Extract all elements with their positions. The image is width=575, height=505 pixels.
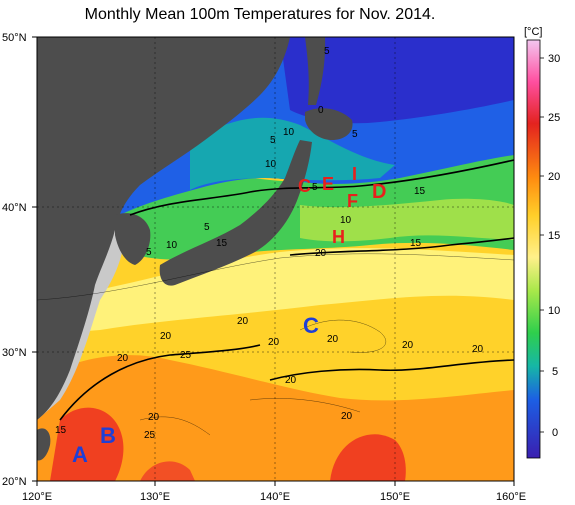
contour-label: 15	[410, 238, 422, 249]
contour-label: 10	[166, 240, 178, 251]
contour-label: 20	[117, 353, 129, 364]
contour-lines	[59, 159, 514, 421]
marker-e: E	[322, 174, 334, 194]
minor-contours	[37, 253, 514, 436]
lon-label: 160°E	[496, 491, 526, 503]
contour-label: 20	[237, 316, 249, 327]
marker-c: C	[303, 313, 319, 338]
marker-a: A	[72, 442, 88, 467]
land-japan	[159, 140, 312, 286]
colorbar-unit: [°C]	[524, 26, 542, 38]
contour-label: 20	[402, 340, 414, 351]
contour-label: 25	[180, 350, 192, 361]
contour-label-group: 0 5 10 5 10 5 10 5 15 10 5 15 5 15 20 20…	[55, 46, 484, 441]
contour-label: 5	[270, 135, 276, 146]
map-title: Monthly Mean 100m Temperatures for Nov. …	[84, 6, 436, 23]
land-asia	[37, 37, 290, 420]
contour-label: 20	[160, 331, 172, 342]
contour-label: 5	[312, 182, 318, 193]
marker-b: B	[100, 423, 116, 448]
contour-label: 20	[472, 344, 484, 355]
marker-g: C	[298, 176, 311, 196]
colorbar-tick: 0	[552, 427, 558, 439]
contour-label: 0	[318, 105, 324, 116]
plot-area: 0 5 10 5 10 5 10 5 15 10 5 15 5 15 20 20…	[37, 37, 514, 481]
colorbar-tick: 10	[548, 305, 560, 317]
contour-label: 15	[414, 186, 426, 197]
axis-ticks	[32, 36, 515, 486]
lon-label: 120°E	[22, 491, 52, 503]
colorbar-tick: 30	[548, 53, 560, 65]
contour-label: 5	[352, 129, 358, 140]
contour-label: 10	[283, 127, 295, 138]
colorbar-tick: 15	[548, 230, 560, 242]
lon-label: 140°E	[260, 491, 290, 503]
marker-i: I	[352, 164, 357, 184]
lat-label: 20°N	[2, 476, 27, 488]
hot-patch-c	[140, 461, 195, 481]
subtropical-zone	[37, 248, 514, 335]
contour-label: 10	[265, 159, 277, 170]
colorbar-scale	[526, 39, 541, 459]
graticule	[37, 37, 514, 481]
station-markers: A B C D E C F H I	[72, 164, 386, 467]
contour-label: 15	[55, 425, 67, 436]
light-green-zone	[300, 198, 514, 242]
land-sakhalin	[305, 37, 326, 105]
contour-label: 10	[340, 215, 352, 226]
land-hokkaido	[305, 108, 353, 140]
colder-zone	[280, 37, 514, 124]
colorbar: [°C] 30 25 20 15 10 5 0	[524, 26, 560, 459]
lat-label: 50°N	[2, 32, 27, 44]
marker-d: D	[372, 181, 386, 203]
lon-label: 150°E	[380, 491, 410, 503]
lat-label: 40°N	[2, 202, 27, 214]
contour-label: 5	[146, 247, 152, 258]
contour-label: 15	[216, 238, 228, 249]
marker-f: F	[347, 191, 358, 211]
contour-label: 20	[341, 411, 353, 422]
contour-label: 20	[327, 334, 339, 345]
contour-label: 20	[268, 337, 280, 348]
colorbar-tick: 20	[548, 171, 560, 183]
contour-label: 25	[144, 430, 156, 441]
contour-label: 5	[324, 46, 330, 57]
lat-label: 30°N	[2, 347, 27, 359]
hot-patch-a	[50, 407, 124, 481]
contour-label: 20	[148, 412, 160, 423]
contour-label: 20	[285, 375, 297, 386]
land-korea	[115, 213, 151, 265]
contour-label: 5	[204, 222, 210, 233]
lon-label: 130°E	[140, 491, 170, 503]
hot-patch-b	[330, 434, 406, 481]
colorbar-tick: 25	[548, 112, 560, 124]
land-taiwan	[37, 428, 51, 461]
contour-label: 20	[315, 248, 327, 259]
colorbar-tick: 5	[552, 366, 558, 378]
marker-h: H	[332, 227, 345, 247]
teal-zone	[190, 117, 395, 190]
